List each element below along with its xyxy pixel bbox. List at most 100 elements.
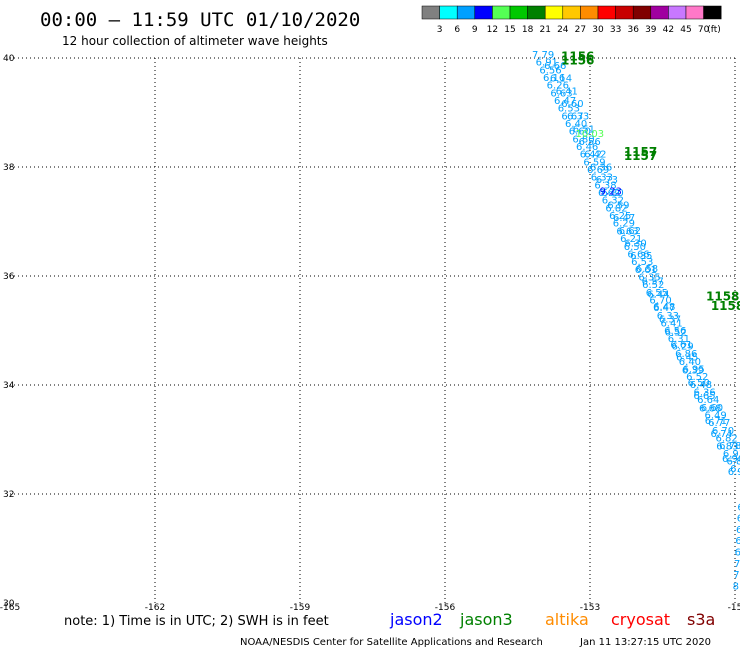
track-value: 6.33 <box>567 112 589 123</box>
track-value: 6.62 <box>619 226 641 237</box>
track-value: 6.56 <box>539 65 561 76</box>
track-value: 6.40 <box>679 357 701 368</box>
track-value: 6.44 <box>647 289 669 300</box>
track-value: 6.80 <box>601 188 623 199</box>
track-value: 6.90 <box>722 454 740 465</box>
track-value: 6.29 <box>613 219 635 230</box>
track-value: 6.60 <box>569 127 591 138</box>
color-scale-swatch <box>544 5 564 20</box>
track-value: 6.59 <box>607 200 629 211</box>
track-value: 6.29 <box>671 341 693 352</box>
satellite-legend-item: jason3 <box>459 610 513 629</box>
page-subtitle: 12 hour collection of altimeter wave hei… <box>62 34 328 48</box>
color-scale-label: 39 <box>645 25 657 35</box>
track-value: 6.60 <box>701 403 723 414</box>
track-value: 6.52 <box>665 327 687 338</box>
track-value: 6.99 <box>730 464 740 475</box>
track-value: 6.41 <box>660 318 682 329</box>
track-value: 6.31 <box>668 334 690 345</box>
track-value: 6.51 <box>573 124 595 135</box>
time-label: 1156 <box>561 50 594 64</box>
y-tick-label: 32 <box>3 490 14 500</box>
track-value: 6.58 <box>636 264 658 275</box>
track-value: 6.64 <box>697 395 719 406</box>
color-scale-label: 24 <box>557 25 569 35</box>
track-value: 6.63 <box>550 88 572 99</box>
color-scale-swatch <box>632 5 652 20</box>
track-value: 7.18 <box>734 559 740 570</box>
map-grid <box>10 57 736 603</box>
track-value: 6.32 <box>602 196 624 207</box>
color-scale-swatch <box>474 5 493 20</box>
track-value: 6.49 <box>704 411 726 422</box>
color-scale-label: 30 <box>592 25 604 35</box>
satellite-tracks: 7.796.916.566.166.266.636.476.536.676.40… <box>532 50 740 593</box>
track-value: 6.36 <box>590 162 612 173</box>
track-value: 6.91 <box>723 449 740 460</box>
y-tick-label: 36 <box>3 272 15 282</box>
track-value: 6.61 <box>635 265 657 276</box>
color-scale-swatch <box>580 5 599 20</box>
track-value: 6.77 <box>708 418 730 429</box>
track-value: 6.47 <box>613 213 635 224</box>
track-value: 6.55 <box>646 288 668 299</box>
y-tick-label: 30 <box>3 599 15 609</box>
track-value: 6.36 <box>693 387 715 398</box>
track-value: 6.6 <box>735 536 740 547</box>
track-value: 6.52 <box>686 372 708 383</box>
track-value: 6.61 <box>670 340 692 351</box>
track-value: 6.70 <box>712 426 734 437</box>
track-value: 6.26 <box>547 81 569 92</box>
track-value: 6 <box>737 502 740 513</box>
color-scale-label: 45 <box>680 25 691 35</box>
track-value: 6.82 <box>715 434 737 445</box>
track-highlight-value: 10.03 <box>576 129 605 140</box>
track-value: 6. <box>737 514 740 525</box>
satellite-legend-item: s3a <box>687 610 715 629</box>
track-value: 6.33 <box>657 311 679 322</box>
track-value: 6.63 <box>616 226 638 237</box>
track-value: 7.78 <box>733 570 740 581</box>
track-value: 6.69 <box>587 165 609 176</box>
track-value: 6.67 <box>561 111 583 122</box>
color-scale-unit: (ft) <box>707 25 721 35</box>
x-tick-label: -159 <box>290 603 311 613</box>
color-scale-swatch <box>456 5 476 20</box>
track-value: 6.56 <box>664 326 686 337</box>
satellite-legend-item: jason2 <box>389 610 443 629</box>
track-value: 7.79 <box>532 50 554 61</box>
track-value: 6.66 <box>627 249 649 260</box>
track-value: 6.50 <box>688 378 710 389</box>
track-value: 6.45 <box>676 353 698 364</box>
color-scale-label: 27 <box>575 25 586 35</box>
track-value: 6.16 <box>543 73 565 84</box>
track-value: 6.30 <box>624 239 646 250</box>
track-value: 6.21 <box>620 234 642 245</box>
color-scale-label: 6 <box>454 25 460 35</box>
color-scale-swatch <box>527 5 546 20</box>
x-tick-label: -153 <box>580 603 600 613</box>
color-scale-label: 3 <box>437 25 443 35</box>
track-value: 6.65 <box>693 391 715 402</box>
track-value: 6.71 <box>705 416 727 427</box>
track-value: 6.39 <box>682 365 704 376</box>
color-scale-swatch <box>685 5 704 20</box>
track-value: 6.82 <box>605 203 627 214</box>
time-label: 1157 <box>624 145 657 159</box>
y-tick-label: 40 <box>3 54 15 64</box>
track-value: 6.68 <box>699 403 721 414</box>
track-value: 6.53 <box>558 104 580 115</box>
track-value: 6.66 <box>544 61 566 72</box>
color-scale-swatch <box>421 5 440 20</box>
x-tick-label: -156 <box>435 603 456 613</box>
color-scale-swatch <box>668 5 687 20</box>
y-tick-label: 38 <box>3 163 15 173</box>
track-value: 6.42 <box>584 150 606 161</box>
satellite-legend: jason2 jason3 altika cryosat s3a <box>389 610 715 629</box>
time-label: 1158 <box>711 299 740 313</box>
track-value: 6.62 <box>598 188 620 199</box>
track-value: 8.12 <box>733 581 740 592</box>
track-value: 6.78 <box>719 441 740 452</box>
color-scale-swatch <box>597 5 616 20</box>
